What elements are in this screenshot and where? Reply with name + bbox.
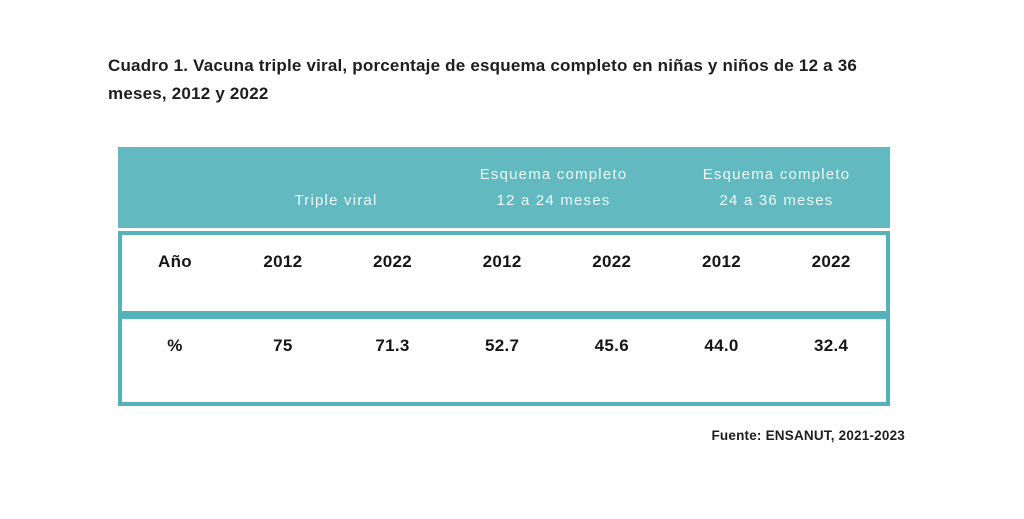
year-cell: 2022 [811, 252, 851, 271]
header-group-triple-viral: Triple viral [228, 166, 444, 209]
value-cell: 32.4 [814, 336, 849, 355]
source-note: Fuente: ENSANUT, 2021-2023 [711, 428, 905, 443]
table-header: Triple viral Esquema completo 12 a 24 me… [118, 147, 890, 228]
header-line: 12 a 24 meses [496, 192, 611, 209]
value-cell: 75 [273, 336, 293, 355]
header-group-esquema-12-24: Esquema completo 12 a 24 meses [444, 166, 663, 209]
value-cell: 71.3 [375, 336, 410, 355]
year-cell: 2012 [482, 252, 522, 271]
table-title: Cuadro 1. Vacuna triple viral, porcentaj… [108, 56, 858, 103]
year-cell: 2012 [263, 252, 303, 271]
year-cell: 2022 [592, 252, 632, 271]
row-label-percent: % [167, 336, 183, 355]
header-line: Triple viral [294, 192, 378, 209]
header-group-empty [118, 166, 228, 209]
year-cell: 2012 [701, 252, 741, 271]
header-line: 24 a 36 meses [719, 192, 834, 209]
data-table: Triple viral Esquema completo 12 a 24 me… [118, 147, 890, 406]
value-cell: 52.7 [485, 336, 520, 355]
header-line: Esquema completo [479, 166, 628, 183]
table-row-year: Año 2012 2022 2012 2022 2012 2022 [118, 231, 890, 315]
row-label-year: Año [158, 252, 192, 271]
value-cell: 45.6 [594, 336, 629, 355]
year-cell: 2022 [372, 252, 412, 271]
value-cell: 44.0 [704, 336, 739, 355]
header-group-esquema-24-36: Esquema completo 24 a 36 meses [663, 166, 890, 209]
header-line: Esquema completo [702, 166, 851, 183]
table-row-percent: % 75 71.3 52.7 45.6 44.0 32.4 [118, 315, 890, 406]
